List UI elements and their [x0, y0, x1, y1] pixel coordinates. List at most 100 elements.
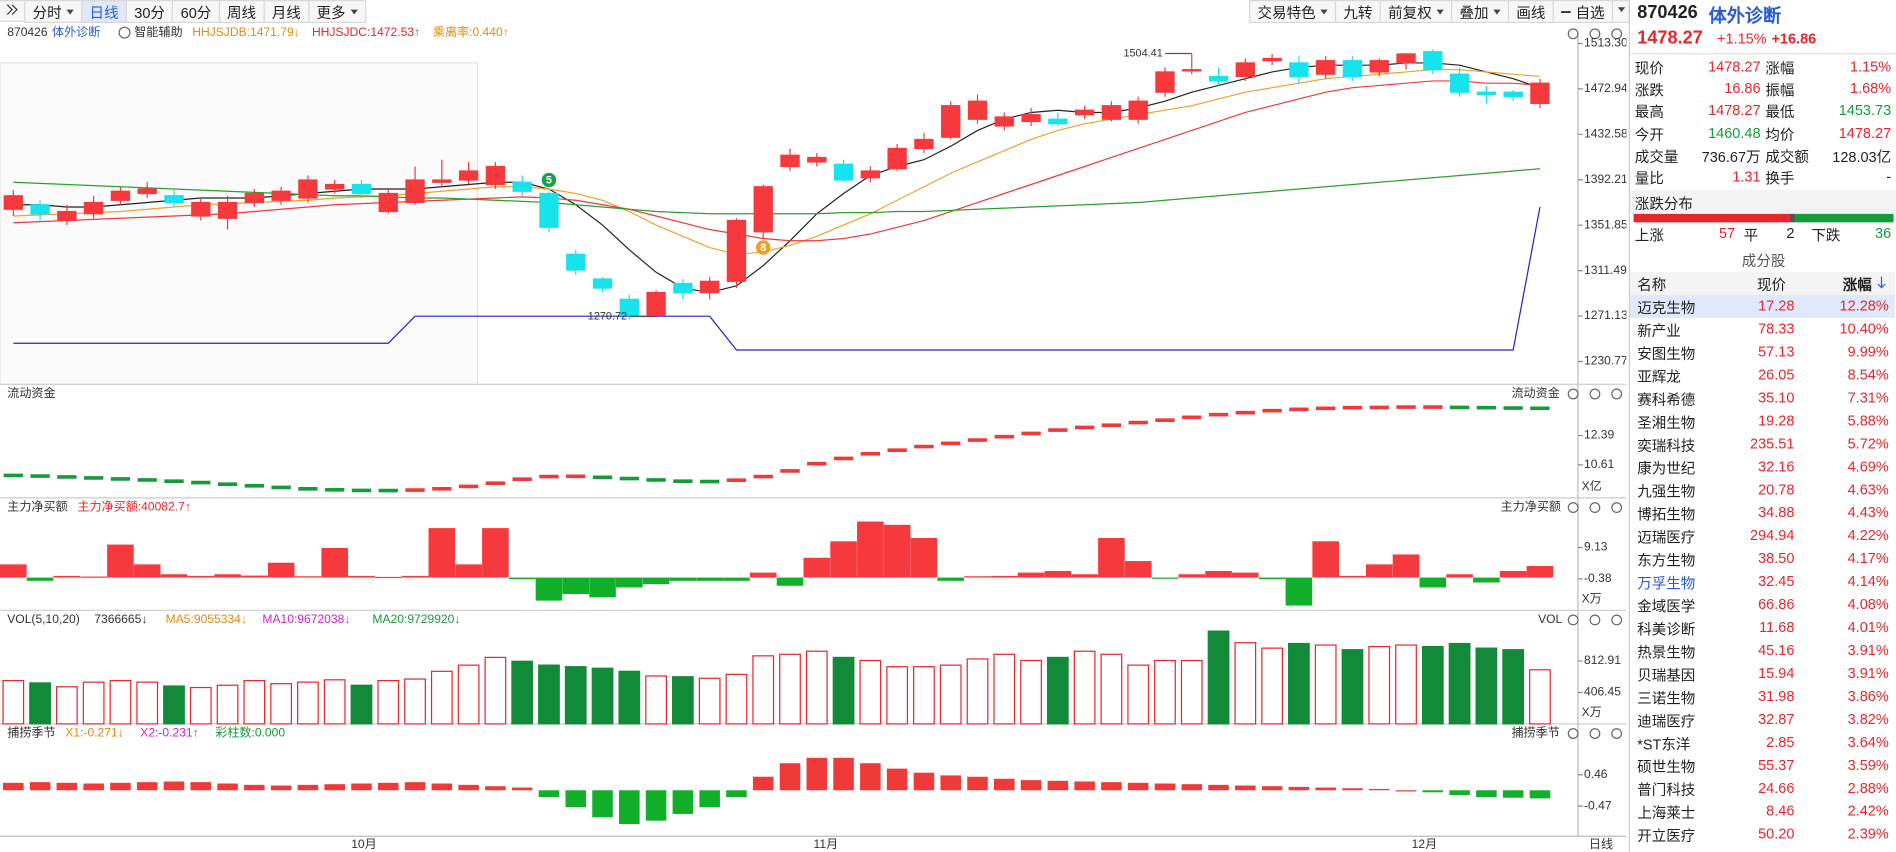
netbuy-bar — [749, 572, 777, 578]
candle-body — [860, 170, 881, 179]
stock-name[interactable]: 体外诊断 — [52, 24, 100, 39]
tab[interactable]: 更多 — [308, 0, 367, 23]
icon[interactable] — [1567, 614, 1579, 626]
stock-row[interactable]: 奕瑞科技 235.51 5.72% — [1630, 433, 1895, 456]
icon[interactable] — [1611, 28, 1623, 40]
icon[interactable] — [1567, 28, 1579, 40]
icon[interactable] — [1611, 388, 1623, 400]
candle-body — [271, 190, 291, 201]
candle-body — [967, 100, 988, 120]
icon[interactable] — [1589, 614, 1601, 626]
header-cell[interactable]: 涨幅 — [1842, 276, 1872, 294]
tool-button[interactable]: 交易特色 — [1249, 0, 1337, 23]
stock-row[interactable]: 金域医学 66.86 4.08% — [1630, 593, 1895, 616]
stock-price: 32.45 — [1758, 572, 1795, 590]
stock-row[interactable]: 硕世生物 55.37 3.59% — [1630, 754, 1895, 777]
icon[interactable] — [1589, 28, 1601, 40]
spread-label: 上涨 — [1634, 227, 1664, 245]
netbuy-bar — [0, 564, 27, 578]
ma-line — [13, 80, 1541, 242]
candle-body — [1208, 75, 1229, 82]
stock-row[interactable]: 博拓生物 34.88 4.43% — [1630, 502, 1895, 525]
stock-row[interactable]: 赛科希德 35.10 7.31% — [1630, 387, 1895, 410]
stock-row[interactable]: 迈克生物 17.28 12.28% — [1629, 294, 1895, 318]
netbuy-bar — [696, 577, 723, 581]
panel-title: VOL — [1538, 612, 1562, 626]
unit: X亿 — [1582, 478, 1602, 493]
period-label[interactable]: 日线 — [1589, 837, 1613, 851]
netbuy-bar — [1205, 570, 1232, 578]
stock-row[interactable]: 贝瑞基因 15.94 3.91% — [1630, 662, 1895, 685]
tab[interactable]: 周线 — [218, 0, 265, 23]
tab[interactable]: 日线 — [81, 0, 128, 23]
icon[interactable] — [1611, 614, 1623, 626]
y-tick-label: 0.46 — [1584, 767, 1608, 781]
sort-icon[interactable] — [1877, 276, 1887, 291]
stock-name: 上海莱士 — [1637, 804, 1696, 822]
stock-row[interactable]: 热景生物 45.16 3.91% — [1630, 639, 1895, 662]
volume-bar — [1502, 649, 1525, 725]
stock-row[interactable]: 康为世纪 32.16 4.69% — [1630, 456, 1895, 479]
stock-row[interactable]: 东方生物 38.50 4.17% — [1630, 547, 1895, 570]
stock-row[interactable]: 迪瑞医疗 32.87 3.82% — [1630, 708, 1895, 731]
stock-row[interactable]: 科美诊断 11.68 4.01% — [1630, 616, 1895, 639]
volume-bar — [1448, 642, 1471, 725]
stock-name: 科美诊断 — [1637, 621, 1696, 639]
panel-title: 流动资金 — [7, 385, 55, 400]
panel-value: MA20:9729920↓ — [372, 612, 460, 626]
stock-change: 5.88% — [1847, 412, 1889, 430]
stock-row[interactable]: 亚辉龙 26.05 8.54% — [1630, 364, 1895, 387]
candle-body — [1396, 53, 1416, 64]
candle-body — [405, 179, 425, 204]
candle-body — [807, 156, 827, 163]
season-bar — [270, 785, 292, 791]
volume-bar — [1127, 664, 1150, 725]
volume-bar — [484, 656, 507, 725]
quote-label: 今开 — [1634, 126, 1664, 144]
assist-icon[interactable] — [118, 26, 131, 39]
stock-row[interactable]: 安图生物 57.13 9.99% — [1630, 341, 1895, 364]
icon[interactable] — [1611, 502, 1623, 514]
candle-body — [780, 154, 800, 168]
stock-change: 2.42% — [1847, 802, 1889, 820]
stock-row[interactable]: 开立医疗 50.20 2.39% — [1630, 823, 1895, 846]
volume-bar — [805, 650, 828, 725]
volume-bar — [1020, 659, 1042, 725]
icon[interactable] — [1567, 728, 1579, 740]
stock-change: 3.91% — [1847, 641, 1889, 659]
tool-button[interactable]: 画线 — [1507, 0, 1554, 23]
tool-button[interactable]: 前复权 — [1379, 0, 1453, 23]
header-cell[interactable]: 名称 — [1637, 276, 1667, 294]
volume-bar — [1234, 642, 1257, 725]
volume-bar — [1475, 647, 1498, 725]
icon[interactable] — [1611, 728, 1623, 740]
stock-row[interactable]: 圣湘生物 19.28 5.88% — [1630, 410, 1895, 433]
icon[interactable] — [1567, 388, 1579, 400]
stock-row[interactable]: 迈瑞医疗 294.94 4.22% — [1630, 524, 1895, 547]
icon[interactable] — [1589, 502, 1601, 514]
icon[interactable] — [1567, 502, 1579, 514]
stock-row[interactable]: *ST东洋 2.85 3.64% — [1630, 731, 1895, 754]
header-cell[interactable]: 现价 — [1756, 276, 1786, 294]
icon[interactable] — [1589, 728, 1601, 740]
volume-bar — [1261, 647, 1284, 725]
tab[interactable]: 60分 — [172, 0, 220, 23]
stock-row[interactable]: 普门科技 24.66 2.88% — [1630, 777, 1895, 800]
stock-row[interactable]: 新产业 78.33 10.40% — [1630, 318, 1895, 341]
tool-button[interactable]: 九转 — [1334, 0, 1381, 23]
stock-row[interactable]: 九强生物 20.78 4.63% — [1630, 479, 1895, 502]
netbuy-bar — [1124, 561, 1152, 578]
icon[interactable] — [1589, 388, 1601, 400]
stock-row[interactable]: 三诺生物 31.98 3.86% — [1630, 685, 1895, 708]
y-tick-label: -0.47 — [1584, 798, 1612, 812]
stock-row[interactable]: 上海莱士 8.46 2.42% — [1630, 800, 1895, 823]
candle-body — [1048, 118, 1068, 125]
assist[interactable]: 智能辅助 — [134, 24, 182, 39]
spread-label: 平 — [1743, 227, 1759, 245]
stock-row[interactable]: 万孚生物 32.45 4.14% — [1630, 570, 1895, 593]
y-tick-label: 9.13 — [1584, 540, 1608, 554]
volume-bar — [779, 653, 801, 725]
quote-value: 1.15% — [1850, 58, 1892, 75]
tab[interactable]: 分时 — [24, 0, 83, 23]
tool-button[interactable]: 叠加 — [1451, 0, 1510, 23]
